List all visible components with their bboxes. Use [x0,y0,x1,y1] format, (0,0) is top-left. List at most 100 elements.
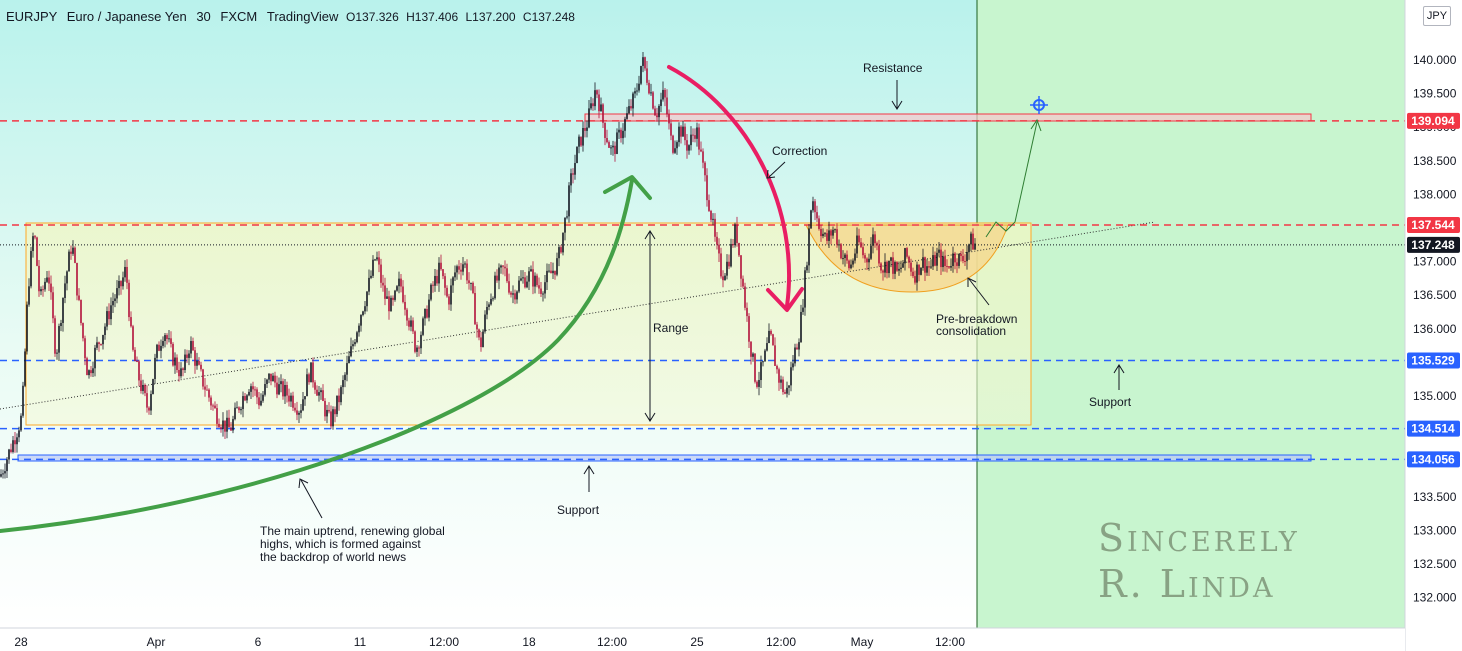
candle-body [72,247,74,254]
forecast-zone [977,0,1405,628]
price-tag-1[interactable]: 137.544 [1407,217,1460,234]
crosshair-target-icon[interactable] [1030,96,1048,114]
currency-badge[interactable]: JPY [1423,6,1451,26]
candle-body [248,391,250,396]
candle-body [290,395,292,402]
level-lines [0,120,1405,461]
candle-body [62,297,64,323]
candle-body [868,258,870,263]
price-tick-3: 138.500 [1413,154,1457,168]
candle-body [536,275,538,286]
candle-body [230,427,232,431]
candle-body [96,342,98,348]
candle-body [808,228,810,266]
time-tick-10: 12:00 [935,635,965,649]
price-tag-5[interactable]: 134.056 [1407,451,1460,468]
candle-body [522,277,524,279]
ohlc-low: L137.200 [465,10,516,24]
candle-body [590,103,592,109]
uptrend-label-2: highs, which is formed against [260,537,421,551]
candle-body [782,379,784,393]
uptrend-pointer [300,479,323,519]
candle-body [572,173,574,175]
candle-body [804,270,806,308]
candle-body [336,395,338,415]
candle-body [64,283,66,298]
candle-body [542,293,544,295]
candle-body [696,127,698,139]
candle-body [774,345,776,366]
forecast-arrowhead [1030,118,1042,132]
candle-body [796,347,798,350]
candle-body [184,354,186,371]
candle-body [282,381,284,397]
candle-body [78,295,80,300]
candle-body [844,254,846,259]
candle-body [394,290,396,300]
candle-body [340,387,342,403]
candle-body [812,201,814,211]
range-measure-bottom-icon [644,412,656,422]
candle-body [846,254,848,261]
candle-body [520,278,522,281]
candle-body [554,270,556,275]
ohlc-close: C137.248 [522,10,575,24]
candle-body [124,266,126,278]
candle-body [716,236,718,245]
range-label: Range [653,321,689,335]
candle-body [924,257,926,273]
candle-body [228,417,230,428]
candle-body [516,291,518,300]
candle-body [698,127,700,150]
candle-body [686,140,688,151]
candle-body [334,409,336,415]
candle-body [6,459,8,472]
candle-body [922,257,924,268]
candle-body [28,286,30,305]
time-axis[interactable] [0,628,1405,651]
candle-body [426,308,428,318]
candle-body [560,247,562,253]
price-tag-3[interactable]: 135.529 [1407,352,1460,369]
candle-body [828,230,830,241]
pre-breakdown-label-1: Pre-breakdown [936,312,1017,326]
candle-body [188,353,190,358]
candle-body [436,275,438,284]
candle-body [680,126,682,137]
price-axis[interactable] [1405,0,1462,651]
candle-body [112,301,114,306]
candle-body [260,400,262,406]
candle-body [378,257,380,265]
candle-body [776,365,778,370]
candle-body [784,392,786,394]
candle-body [790,367,792,386]
candle-body [690,134,692,146]
candle-body [48,277,50,284]
candle-body [280,381,282,385]
candle-body [556,258,558,275]
candle-body [780,379,782,383]
candle-body [434,275,436,286]
price-tag-4[interactable]: 134.514 [1407,420,1460,437]
candle-body [800,311,802,343]
candle-body [710,210,712,220]
candle-body [256,389,258,398]
price-tag-0[interactable]: 139.094 [1407,112,1460,129]
candle-body [46,277,48,282]
candle-body [168,338,170,340]
candle-body [918,264,920,275]
candle-body [272,375,274,382]
candle-body [968,244,970,252]
candle-body [156,344,158,358]
candle-body [158,344,160,351]
candle-body [238,407,240,411]
candle-body [814,201,816,213]
candle-body [444,276,446,288]
candle-body [914,276,916,283]
candle-body [194,350,196,366]
price-tag-2[interactable]: 137.248 [1407,236,1460,253]
candle-body [526,281,528,288]
candle-body [674,148,676,153]
